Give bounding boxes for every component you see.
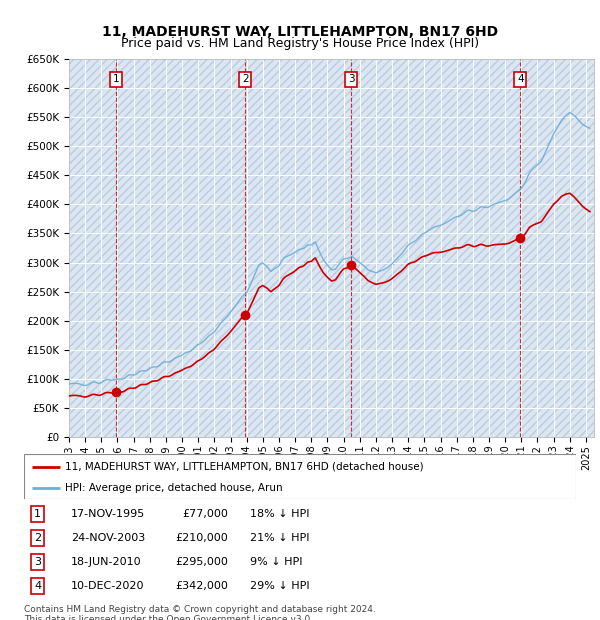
- Text: 2: 2: [34, 533, 41, 543]
- Text: 18-JUN-2010: 18-JUN-2010: [71, 557, 142, 567]
- Text: 9% ↓ HPI: 9% ↓ HPI: [250, 557, 303, 567]
- Text: 18% ↓ HPI: 18% ↓ HPI: [250, 509, 310, 519]
- Text: 29% ↓ HPI: 29% ↓ HPI: [250, 582, 310, 591]
- Text: 2: 2: [242, 74, 248, 84]
- FancyBboxPatch shape: [69, 59, 594, 437]
- Text: HPI: Average price, detached house, Arun: HPI: Average price, detached house, Arun: [65, 483, 283, 493]
- Text: Price paid vs. HM Land Registry's House Price Index (HPI): Price paid vs. HM Land Registry's House …: [121, 37, 479, 50]
- Text: Contains HM Land Registry data © Crown copyright and database right 2024.
This d: Contains HM Land Registry data © Crown c…: [24, 604, 376, 620]
- Text: 4: 4: [34, 582, 41, 591]
- Text: 3: 3: [34, 557, 41, 567]
- Text: 4: 4: [517, 74, 524, 84]
- Text: 17-NOV-1995: 17-NOV-1995: [71, 509, 145, 519]
- Text: 10-DEC-2020: 10-DEC-2020: [71, 582, 145, 591]
- Text: £295,000: £295,000: [175, 557, 228, 567]
- Text: 11, MADEHURST WAY, LITTLEHAMPTON, BN17 6HD: 11, MADEHURST WAY, LITTLEHAMPTON, BN17 6…: [102, 25, 498, 39]
- Text: £342,000: £342,000: [175, 582, 228, 591]
- Text: £77,000: £77,000: [182, 509, 228, 519]
- Text: 1: 1: [112, 74, 119, 84]
- FancyBboxPatch shape: [24, 454, 576, 499]
- Text: 24-NOV-2003: 24-NOV-2003: [71, 533, 145, 543]
- Text: 1: 1: [34, 509, 41, 519]
- Text: 11, MADEHURST WAY, LITTLEHAMPTON, BN17 6HD (detached house): 11, MADEHURST WAY, LITTLEHAMPTON, BN17 6…: [65, 462, 424, 472]
- Text: 21% ↓ HPI: 21% ↓ HPI: [250, 533, 310, 543]
- Text: 3: 3: [348, 74, 355, 84]
- Text: £210,000: £210,000: [175, 533, 228, 543]
